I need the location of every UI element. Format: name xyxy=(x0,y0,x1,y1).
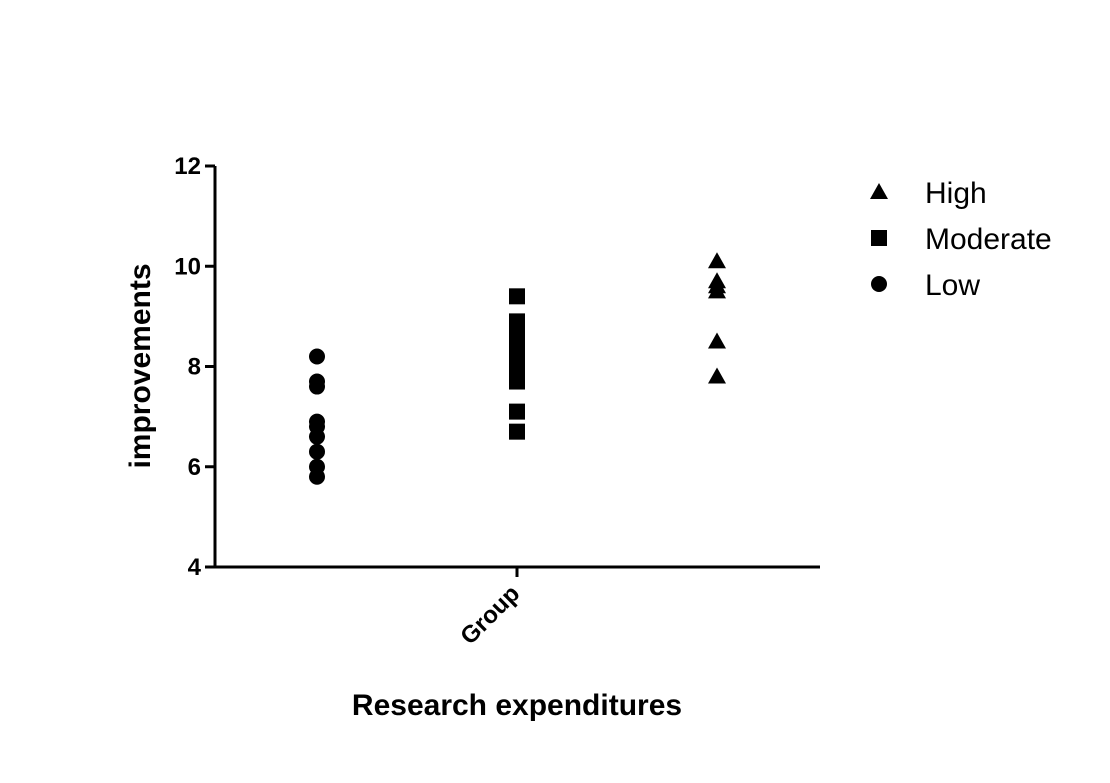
low-point xyxy=(309,428,325,445)
high-point xyxy=(708,282,726,299)
data-points xyxy=(309,252,726,485)
legend-high-label: High xyxy=(925,177,987,210)
y-axis-ticks: 4 6 8 10 12 xyxy=(174,153,215,581)
high-point xyxy=(708,367,726,384)
high-point xyxy=(708,252,726,269)
legend-low-marker xyxy=(871,276,887,292)
legend-moderate-marker xyxy=(871,230,887,246)
moderate-point xyxy=(509,288,525,305)
legend: High Moderate Low xyxy=(870,177,1052,302)
high-point xyxy=(708,332,726,349)
legend-high-marker xyxy=(870,183,888,199)
y-tick-label: 12 xyxy=(174,153,201,180)
y-tick-label: 10 xyxy=(174,253,201,280)
low-point xyxy=(309,443,325,460)
moderate-point xyxy=(509,423,525,440)
x-axis-title: Research expenditures xyxy=(352,689,682,722)
y-tick-label: 8 xyxy=(188,354,201,381)
y-tick-label: 6 xyxy=(188,454,201,481)
low-point xyxy=(309,468,325,485)
y-tick-label: 4 xyxy=(188,554,202,581)
y-axis-title: improvements xyxy=(124,263,157,468)
legend-low-label: Low xyxy=(925,269,980,302)
x-axis-ticks: Group xyxy=(455,567,525,650)
moderate-point xyxy=(509,403,525,420)
legend-moderate-label: Moderate xyxy=(925,223,1052,256)
low-point xyxy=(309,378,325,395)
moderate-point xyxy=(509,373,525,390)
x-tick-label: Group xyxy=(455,580,525,650)
low-point xyxy=(309,348,325,365)
